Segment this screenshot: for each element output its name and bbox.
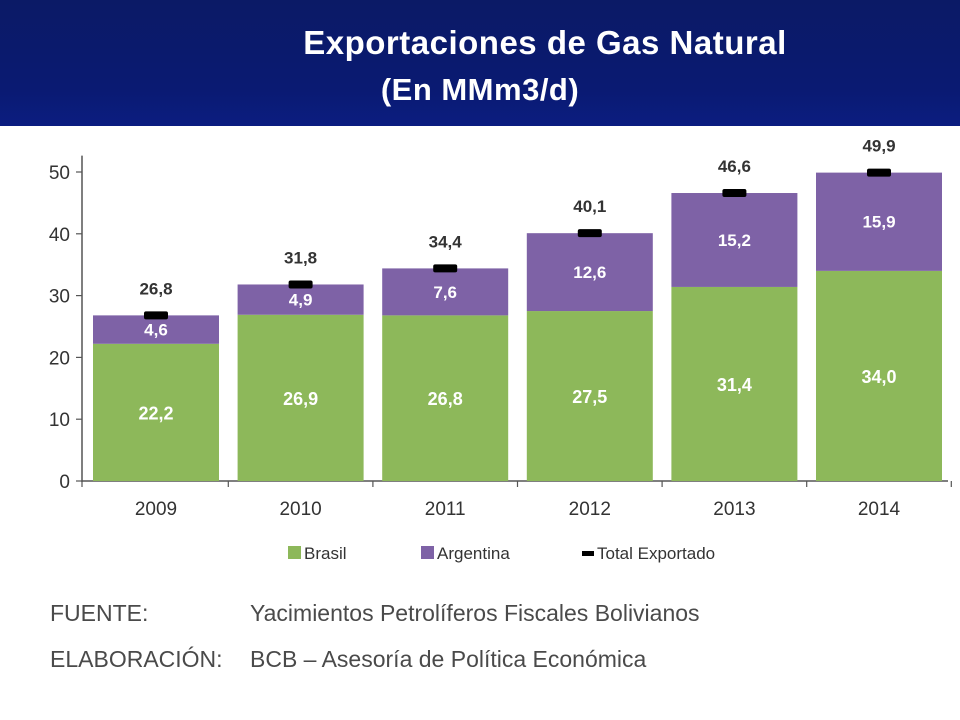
- data-label-brasil: 26,9: [283, 389, 318, 409]
- x-tick-label: 2009: [135, 499, 177, 520]
- bar-argentina-2010: [237, 284, 364, 315]
- bar-argentina-2013: [671, 193, 798, 287]
- title-banner: Exportaciones de Gas Natural (En MMm3/d): [0, 0, 960, 126]
- data-label-total: 31,8: [284, 248, 317, 267]
- chart-title: Exportaciones de Gas Natural: [303, 24, 787, 61]
- data-label-brasil: 27,5: [572, 387, 607, 407]
- x-tick-label: 2010: [279, 499, 321, 520]
- data-label-total: 40,1: [573, 197, 606, 216]
- total-marker-2014: [867, 168, 891, 177]
- bar-argentina-2012: [526, 233, 653, 312]
- data-label-brasil: 31,4: [717, 375, 752, 395]
- data-label-total: 26,8: [139, 279, 172, 298]
- data-label-argentina: 12,6: [573, 263, 606, 282]
- bar-brasil-2013: [671, 286, 798, 481]
- data-label-argentina: 4,6: [144, 321, 168, 340]
- chart-subtitle-units: (En MMm3/d): [380, 72, 580, 107]
- y-tick-label: 0: [59, 472, 70, 493]
- total-marker-2010: [288, 280, 313, 289]
- data-label-brasil: 22,2: [138, 403, 173, 423]
- x-tick-label: 2012: [569, 499, 611, 520]
- total-marker-2011: [433, 264, 458, 273]
- elaboration-value: BCB – Asesoría de Política Económica: [250, 646, 647, 672]
- legend-label-total: Total Exportado: [597, 544, 715, 563]
- data-label-brasil: 34,0: [861, 367, 896, 387]
- bar-brasil-2011: [382, 315, 509, 481]
- total-marker-2012: [577, 229, 602, 238]
- total-marker-2009: [144, 311, 168, 320]
- bar-argentina-2011: [382, 268, 509, 316]
- legend-swatch-brasil: [288, 546, 301, 559]
- elaboration-label: ELABORACIÓN:: [50, 646, 223, 672]
- data-label-argentina: 15,9: [862, 213, 895, 232]
- legend-label-brasil: Brasil: [304, 544, 347, 563]
- legend-swatch-total: [582, 551, 594, 556]
- data-label-argentina: 7,6: [433, 283, 457, 302]
- x-tick-label: 2014: [858, 499, 901, 520]
- source-value: Yacimientos Petrolíferos Fiscales Bolivi…: [250, 600, 700, 626]
- bar-brasil-2012: [526, 311, 653, 481]
- source-label: FUENTE:: [50, 600, 149, 626]
- data-label-brasil: 26,8: [428, 389, 463, 409]
- bar-argentina-2014: [816, 172, 942, 271]
- bar-brasil-2014: [816, 270, 942, 481]
- data-label-total: 46,6: [718, 157, 751, 176]
- bar-brasil-2010: [237, 314, 364, 481]
- y-tick-label: 30: [49, 287, 70, 308]
- x-tick-label: 2011: [425, 499, 466, 520]
- x-tick-label: 2013: [713, 499, 755, 520]
- data-label-total: 49,9: [862, 137, 895, 156]
- data-label-argentina: 15,2: [718, 231, 751, 250]
- legend-label-argentina: Argentina: [437, 544, 510, 563]
- y-tick-label: 10: [49, 410, 70, 431]
- y-tick-label: 50: [49, 163, 70, 184]
- bar-argentina-2009: [93, 315, 219, 344]
- data-label-total: 34,4: [429, 232, 463, 251]
- y-tick-label: 40: [49, 225, 70, 246]
- stacked-bar-chart: 0 10 20 30 40 50 22,2 4,6 26,8 2009 26,9 4,9 31,8 201…: [49, 137, 952, 563]
- total-marker-2013: [722, 189, 747, 198]
- data-label-argentina: 4,9: [289, 291, 313, 310]
- y-tick-label: 20: [49, 348, 70, 369]
- bar-brasil-2009: [93, 343, 219, 481]
- legend-swatch-argentina: [421, 546, 434, 559]
